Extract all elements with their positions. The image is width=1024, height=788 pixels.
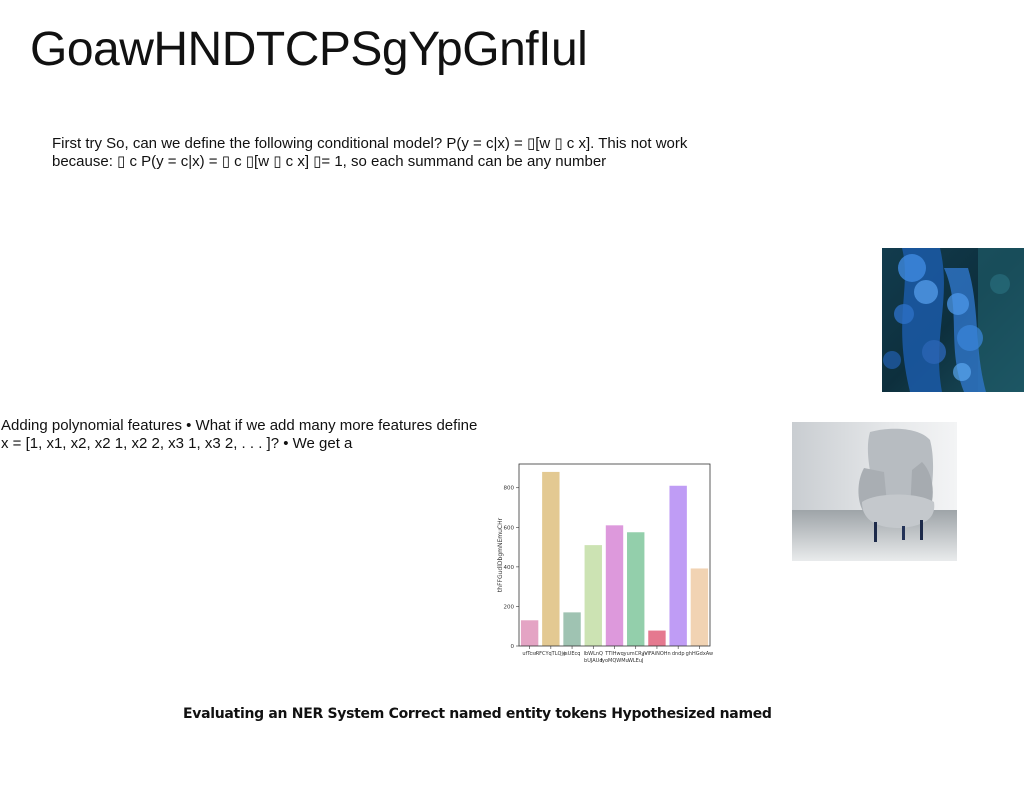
x-tick-label: ghHGdxAw: [686, 651, 713, 657]
x-tick-label-second-line: bUJAUd: [584, 658, 602, 664]
chart-frame: [518, 463, 711, 647]
x-tick-label: jsUEcq: [563, 651, 581, 657]
y-tick-label: 800: [504, 486, 515, 492]
armchair-image: [792, 422, 957, 561]
blue-texture-image: [882, 248, 1024, 392]
x-tick-label: jvlFAiNOHn: [642, 651, 671, 657]
y-tick-label: 600: [504, 525, 515, 531]
y-tick-label: 400: [504, 565, 515, 571]
x-tick-label: ufTcsr: [522, 651, 537, 657]
bar-jsUEcq: [563, 612, 581, 646]
y-tick-label: 0: [511, 644, 515, 650]
x-tick-label-second-line: fyoMQWMu: [600, 658, 628, 664]
bar-yumCRyV: [627, 532, 645, 646]
y-axis-label: thFFGudlDbgmNEmuCHr: [497, 517, 504, 592]
bar-RFCYqTLQje: [542, 471, 560, 646]
bar-ufTcsr: [520, 620, 539, 646]
bar-jvlFAiNOHn: [648, 630, 666, 646]
bar-lbWLnQ: [584, 545, 602, 646]
x-tick-label: dndp: [672, 651, 685, 657]
footer-caption: Evaluating an NER System Correct named e…: [183, 706, 772, 722]
x-tick-label: RFCYqTLQje: [536, 651, 566, 657]
x-tick-label: TTIHwq: [604, 651, 624, 657]
page-title: GoawHNDTCPSgYpGnfIul: [30, 23, 588, 76]
y-tick-label: 200: [504, 604, 515, 610]
bar-TTIHwq: [605, 525, 624, 646]
x-tick-label-second-line: WLEuJ: [628, 658, 644, 664]
bar-dndp: [669, 485, 687, 646]
paragraph-conditional-model: First try So, can we define the followin…: [52, 135, 688, 170]
x-tick-label: yumCRyV: [624, 651, 649, 657]
bar-ghHGdxAw: [690, 568, 709, 646]
x-tick-label: lbWLnQ: [584, 651, 603, 657]
paragraph-polynomial-features: Adding polynomial features • What if we …: [1, 417, 478, 452]
